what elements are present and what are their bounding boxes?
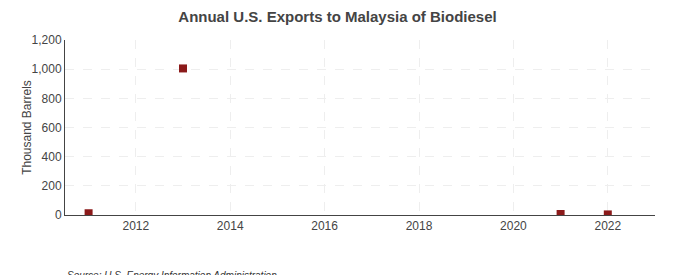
svg-text:600: 600 <box>42 121 62 135</box>
svg-text:800: 800 <box>42 92 62 106</box>
svg-text:0: 0 <box>55 208 62 222</box>
svg-text:1,000: 1,000 <box>32 62 62 76</box>
svg-text:2022: 2022 <box>594 219 621 233</box>
svg-text:Thousand Barrels: Thousand Barrels <box>20 80 34 175</box>
svg-text:2012: 2012 <box>122 219 149 233</box>
svg-text:2020: 2020 <box>500 219 527 233</box>
svg-text:1,200: 1,200 <box>32 33 62 47</box>
svg-text:400: 400 <box>42 150 62 164</box>
svg-text:2014: 2014 <box>217 219 244 233</box>
svg-text:200: 200 <box>42 179 62 193</box>
svg-text:Source: U.S. Energy Informatio: Source: U.S. Energy Information Administ… <box>67 270 277 275</box>
svg-text:2018: 2018 <box>406 219 433 233</box>
svg-text:Annual U.S. Exports to Malaysi: Annual U.S. Exports to Malaysia of Biodi… <box>178 8 496 25</box>
svg-text:2016: 2016 <box>311 219 338 233</box>
